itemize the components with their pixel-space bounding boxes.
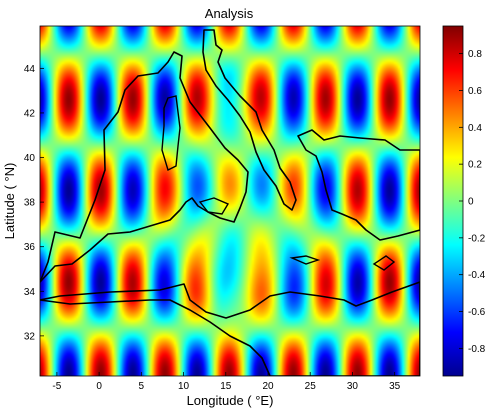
y-axis: 32 34 36 38 40 42 44 [24,64,44,342]
y-tick-label: 44 [24,64,36,75]
colorbar-tick-label: 0.2 [468,160,482,171]
island-corsica-sardinia [161,95,181,171]
island-cyprus [372,255,396,271]
x-tick-label: 0 [96,381,102,392]
x-tick-label: -5 [52,381,61,392]
colorbar-tick-label: 0.6 [468,86,482,97]
coastline-africa [40,281,420,376]
y-tick-label: 42 [24,108,36,119]
colorbar-tick-label: -0.4 [468,270,486,281]
island-crete [289,255,321,265]
colorbar-axis: -0.8 -0.6 -0.4 -0.2 0 0.2 0.4 0.6 0.8 [459,49,486,355]
x-tick-label: 5 [139,381,145,392]
island-sicily [198,197,230,215]
x-tick-label: 10 [178,381,190,392]
y-tick-label: 34 [24,287,36,298]
colorbar-tick-label: -0.2 [468,233,486,244]
coastline-balkans [202,29,297,211]
chart-title: Analysis [205,6,254,21]
heatmap-field [40,26,420,376]
colorbar-tick-label: 0 [468,197,474,208]
y-axis-label: Latitude ( °N) [2,163,17,240]
y-tick-label: 38 [24,198,36,209]
x-tick-label: 25 [305,381,317,392]
x-tick-label: 30 [347,381,359,392]
colorbar-tick-label: 0.4 [468,123,482,134]
colorbar-tick-label: -0.6 [468,307,486,318]
x-axis-label: Longitude ( °E) [187,393,274,408]
coastline-main [40,51,249,283]
colorbar-tick-label: -0.8 [468,344,486,355]
y-tick-label: 32 [24,331,36,342]
x-tick-label: 15 [220,381,232,392]
y-tick-label: 36 [24,242,36,253]
x-axis: -5 0 5 10 15 20 25 30 35 [52,372,401,392]
x-tick-label: 20 [262,381,274,392]
x-tick-label: 35 [389,381,401,392]
colorbar-tick-label: 0.8 [468,49,482,60]
coastline-anatolia [297,129,420,241]
y-tick-label: 40 [24,153,36,164]
plot-frame [39,25,421,377]
